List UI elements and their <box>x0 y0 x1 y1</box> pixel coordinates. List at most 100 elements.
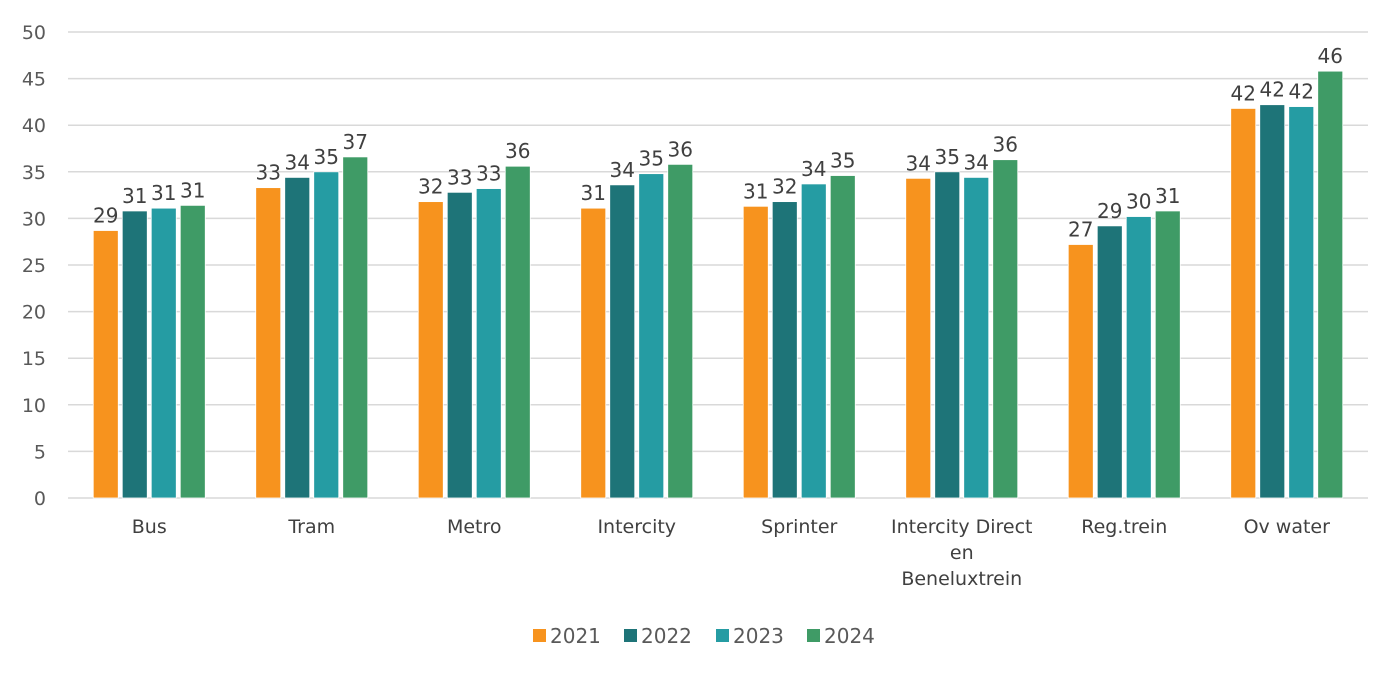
category-label: Intercity Direct <box>891 516 1033 538</box>
legend-label: 2023 <box>733 624 784 648</box>
data-label: 35 <box>830 149 855 173</box>
y-tick-label: 45 <box>22 69 46 91</box>
category-label: en <box>950 542 974 564</box>
legend-swatch <box>716 629 729 642</box>
data-label: 36 <box>993 133 1018 157</box>
bar-2023-1 <box>313 171 340 499</box>
data-label: 33 <box>476 162 501 186</box>
bar-2022-5 <box>934 171 961 499</box>
data-label: 42 <box>1231 81 1256 105</box>
data-label: 31 <box>1155 184 1180 208</box>
bar-2023-3 <box>638 173 665 499</box>
bar-2022-4 <box>771 201 798 499</box>
bar-2022-3 <box>609 184 636 499</box>
bar-2022-2 <box>446 191 473 499</box>
data-label: 34 <box>285 150 310 174</box>
category-label: Sprinter <box>761 516 837 538</box>
bars <box>92 70 1344 499</box>
bar-2022-6 <box>1096 225 1123 499</box>
legend-item-2021: 2021 <box>533 624 601 648</box>
bar-2021-5 <box>905 177 932 499</box>
bar-2024-2 <box>504 165 531 499</box>
bar-2021-2 <box>417 201 444 499</box>
category-label: Bus <box>132 516 167 538</box>
bar-2024-4 <box>829 175 856 499</box>
data-label: 31 <box>180 178 205 202</box>
data-label: 31 <box>122 184 147 208</box>
bar-2023-6 <box>1125 216 1152 499</box>
bar-2023-7 <box>1288 106 1315 499</box>
legend-swatch <box>807 629 820 642</box>
data-label: 33 <box>256 161 281 185</box>
data-label: 33 <box>447 165 472 189</box>
legend-swatch <box>533 629 546 642</box>
category-label: Reg.trein <box>1081 516 1167 538</box>
data-label: 31 <box>581 181 606 205</box>
y-axis-ticks: 0 5 10 15 20 25 30 35 40 45 50 <box>22 22 46 510</box>
category-label: Tram <box>287 516 335 538</box>
data-label: 32 <box>418 175 443 199</box>
y-tick-label: 15 <box>22 348 46 370</box>
data-label: 34 <box>801 157 826 181</box>
data-label: 35 <box>314 145 339 169</box>
bar-2024-1 <box>342 156 369 499</box>
data-label: 30 <box>1126 190 1151 214</box>
bar-2021-4 <box>742 205 769 499</box>
legend-item-2022: 2022 <box>624 624 692 648</box>
bar-2023-5 <box>963 176 990 499</box>
bar-2023-2 <box>475 188 502 499</box>
legend-item-2023: 2023 <box>716 624 784 648</box>
data-label: 36 <box>505 139 530 163</box>
bar-2021-6 <box>1067 244 1094 499</box>
data-label: 34 <box>906 151 931 175</box>
bar-2021-7 <box>1230 108 1257 499</box>
y-tick-label: 30 <box>22 208 46 230</box>
legend: 2021 2022 2023 2024 <box>533 624 875 648</box>
bar-2023-4 <box>800 183 827 499</box>
legend-label: 2024 <box>824 624 875 648</box>
bar-2021-1 <box>255 187 282 499</box>
y-tick-label: 5 <box>34 441 46 463</box>
y-tick-label: 0 <box>34 488 46 510</box>
category-label: Beneluxtrein <box>901 568 1022 590</box>
data-label: 27 <box>1068 217 1093 241</box>
data-label: 37 <box>343 130 368 154</box>
bar-2024-5 <box>992 159 1019 499</box>
bar-2021-3 <box>580 207 607 499</box>
y-tick-label: 35 <box>22 162 46 184</box>
bar-2024-7 <box>1317 70 1344 499</box>
data-label: 46 <box>1318 44 1343 68</box>
data-label: 32 <box>772 175 797 199</box>
bar-2024-6 <box>1154 210 1181 499</box>
bar-2022-0 <box>121 210 148 499</box>
category-label: Intercity <box>597 516 676 538</box>
bar-2022-7 <box>1259 104 1286 499</box>
data-label: 35 <box>639 147 664 171</box>
y-tick-label: 25 <box>22 255 46 277</box>
y-tick-label: 40 <box>22 115 46 137</box>
bar-2023-0 <box>150 207 177 499</box>
y-tick-label: 20 <box>22 302 46 324</box>
category-label: Ov water <box>1244 516 1331 538</box>
bar-2022-1 <box>284 176 311 499</box>
data-label: 31 <box>151 181 176 205</box>
bar-2024-3 <box>667 163 694 499</box>
data-label: 42 <box>1289 80 1314 104</box>
legend-label: 2021 <box>550 624 601 648</box>
data-label: 29 <box>1097 199 1122 223</box>
y-tick-label: 10 <box>22 395 46 417</box>
y-tick-label: 50 <box>22 22 46 44</box>
data-label: 29 <box>93 204 118 228</box>
legend-label: 2022 <box>641 624 692 648</box>
legend-swatch <box>624 629 637 642</box>
data-label: 42 <box>1260 78 1285 102</box>
data-label: 34 <box>610 158 635 182</box>
x-axis-categories: Bus Tram Metro Intercity Sprinter Intercity D… <box>132 516 1330 590</box>
bar-2024-0 <box>179 204 206 499</box>
data-label: 34 <box>964 150 989 174</box>
bar-2021-0 <box>92 230 119 499</box>
data-label: 31 <box>743 179 768 203</box>
data-label: 35 <box>935 145 960 169</box>
